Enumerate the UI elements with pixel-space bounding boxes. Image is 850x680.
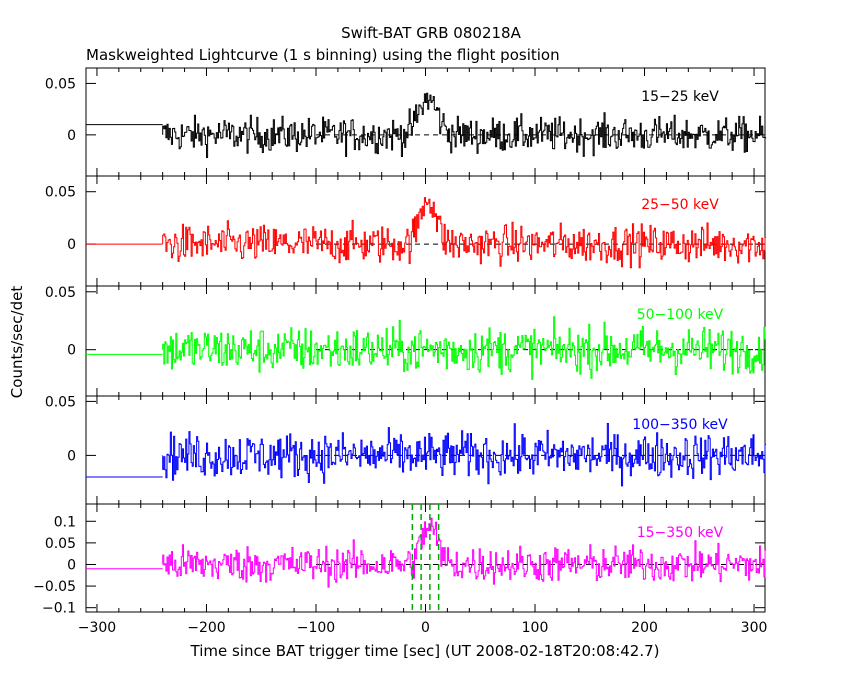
panels-group: 0 0.05 15−25 keV 0 0.05 25−50 keV 0 0.05 50−100 … bbox=[33, 67, 767, 617]
y-tick-label: 0.05 bbox=[45, 285, 76, 301]
y-tick-label: 0 bbox=[67, 128, 76, 144]
x-tick-label: −200 bbox=[187, 620, 225, 636]
x-tick-label: 100 bbox=[522, 620, 549, 636]
y-tick-label: 0 bbox=[67, 557, 76, 573]
y-tick-label: −0.1 bbox=[42, 601, 76, 617]
lightcurve-series bbox=[162, 423, 767, 487]
lightcurve-series bbox=[162, 197, 767, 269]
lightcurve-series bbox=[162, 316, 767, 380]
y-tick-label: 0.1 bbox=[54, 514, 76, 530]
band-label: 25−50 keV bbox=[641, 197, 719, 213]
panel-1: 0 0.05 25−50 keV bbox=[45, 175, 767, 287]
band-label: 50−100 keV bbox=[637, 307, 724, 323]
band-label: 15−350 keV bbox=[637, 525, 724, 541]
y-tick-label: 0 bbox=[67, 448, 76, 464]
x-tick-label: −100 bbox=[297, 620, 335, 636]
x-tick-label: 300 bbox=[741, 620, 768, 636]
y-tick-label: −0.05 bbox=[33, 579, 76, 595]
y-tick-label: 0 bbox=[67, 237, 76, 253]
y-tick-label: 0.05 bbox=[45, 536, 76, 552]
band-label: 15−25 keV bbox=[641, 89, 719, 105]
x-tick-label: 200 bbox=[631, 620, 658, 636]
chart-title: Swift-BAT GRB 080218A bbox=[341, 24, 521, 42]
lightcurve-series bbox=[162, 92, 767, 158]
panel-3: 0 0.05 100−350 keV bbox=[45, 394, 767, 505]
chart-subtitle: Maskweighted Lightcurve (1 s binning) us… bbox=[86, 46, 560, 64]
x-tick-label: −300 bbox=[78, 620, 116, 636]
panel-frame bbox=[85, 67, 766, 177]
y-axis-label: Counts/sec/det bbox=[8, 286, 26, 399]
y-tick-label: 0.05 bbox=[45, 394, 76, 410]
panel-2: 0 0.05 50−100 keV bbox=[45, 285, 767, 397]
panel-4: −0.1 −0.05 0 0.05 0.1 15−350 keV bbox=[33, 503, 767, 617]
band-label: 100−350 keV bbox=[632, 417, 728, 433]
panel-0: 0 0.05 15−25 keV bbox=[45, 67, 767, 177]
y-tick-label: 0 bbox=[67, 343, 76, 359]
y-tick-label: 0.05 bbox=[45, 76, 76, 92]
x-tick-label: 0 bbox=[421, 620, 430, 636]
y-tick-label: 0.05 bbox=[45, 185, 76, 201]
x-tick-labels: −300 −200 −100 0 100 200 300 bbox=[78, 620, 768, 636]
x-axis-label: Time since BAT trigger time [sec] (UT 20… bbox=[190, 642, 660, 660]
lightcurve-series bbox=[162, 517, 767, 588]
